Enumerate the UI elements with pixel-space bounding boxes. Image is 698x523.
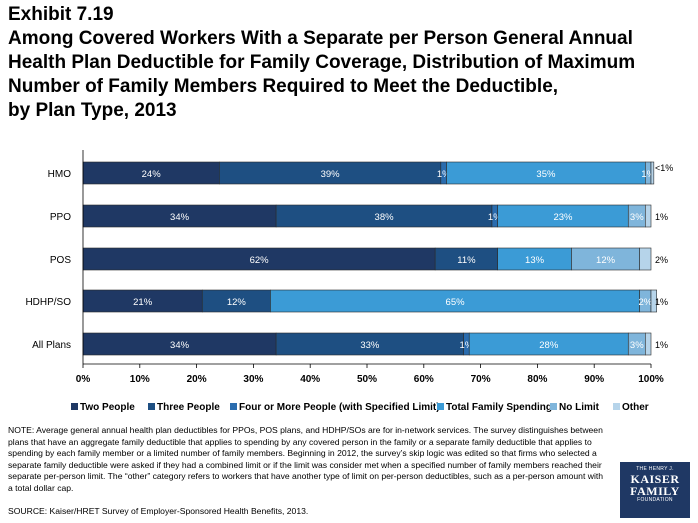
legend-swatch (230, 403, 237, 410)
data-label: 12% (596, 255, 616, 266)
x-tick-label: 50% (357, 374, 377, 385)
x-tick-label: 20% (187, 374, 207, 385)
title-line-1: Among Covered Workers With a Separate pe… (8, 28, 633, 49)
data-label: 2% (638, 297, 652, 308)
title-line-2: Health Plan Deductible for Family Covera… (8, 52, 636, 73)
legend-label: Two People (80, 402, 135, 413)
category-label: HMO (48, 169, 72, 180)
right-data-label: 1% (655, 340, 668, 350)
x-tick-label: 30% (243, 374, 263, 385)
right-data-label: 1% (655, 212, 668, 222)
title-line-4: by Plan Type, 2013 (8, 100, 177, 121)
data-label: 39% (321, 169, 341, 180)
data-label: 1% (437, 169, 451, 180)
legend-swatch (71, 403, 78, 410)
legend-label: Other (622, 402, 649, 413)
data-label: 33% (360, 340, 380, 351)
legend-label: Three People (157, 402, 220, 413)
logo-line-2: FAMILY (630, 484, 680, 498)
legend-label: No Limit (559, 402, 600, 413)
source-note: SOURCE: Kaiser/HRET Survey of Employer-S… (8, 506, 309, 516)
category-label: HDHP/SO (25, 297, 71, 308)
data-label: 12% (227, 297, 247, 308)
exhibit-number: Exhibit 7.19 (8, 4, 114, 25)
data-label: 38% (375, 212, 395, 223)
x-tick-label: 100% (638, 374, 664, 385)
legend-label: Four or More People (with Specified Limi… (239, 402, 440, 413)
data-label: 13% (525, 255, 545, 266)
x-tick-label: 80% (527, 374, 547, 385)
data-label: 1% (641, 169, 655, 180)
x-tick-label: 10% (130, 374, 150, 385)
category-label: POS (50, 255, 71, 266)
category-label: PPO (50, 212, 71, 223)
logo-bottom-text: FOUNDATION (637, 497, 673, 503)
x-tick-label: 90% (584, 374, 604, 385)
footnote: NOTE: Average general annual health plan… (8, 425, 604, 493)
bar-segment (639, 247, 652, 271)
data-label: 34% (170, 212, 190, 223)
logo-top-text: THE HENRY J. (636, 466, 674, 472)
x-tick-label: 70% (471, 374, 491, 385)
data-label: 28% (539, 340, 559, 351)
x-tick-label: 0% (76, 374, 91, 385)
x-tick-label: 60% (414, 374, 434, 385)
chart-title: Exhibit 7.19 Among Covered Workers With … (8, 3, 693, 123)
kaiser-family-foundation-logo: THE HENRY J. KAISER FAMILY FOUNDATION (620, 462, 690, 518)
right-data-label: <1% (655, 163, 673, 173)
data-label: 62% (250, 255, 270, 266)
data-label: 35% (536, 169, 556, 180)
bar-segment (645, 204, 652, 228)
data-label: 65% (446, 297, 466, 308)
bar-segment (650, 161, 655, 185)
legend-swatch (437, 403, 444, 410)
stacked-bar-chart: HMO 24% 39% 1% 35% 1%<1%PPO 34% 38% 1% 23% 3% 1%POS… (25, 150, 673, 413)
legend-swatch (550, 403, 557, 410)
data-label: 11% (457, 255, 476, 266)
right-data-label: 2% (655, 255, 668, 265)
legend-label: Total Family Spending (446, 402, 552, 413)
legend-swatch (613, 403, 620, 410)
bar-segment (645, 332, 652, 356)
data-label: 34% (170, 340, 190, 351)
data-label: 1% (488, 212, 502, 223)
data-label: 3% (630, 212, 644, 223)
data-label: 3% (630, 340, 644, 351)
legend-swatch (148, 403, 155, 410)
data-label: 24% (142, 169, 162, 180)
bar-segment (650, 289, 657, 313)
data-label: 23% (553, 212, 573, 223)
title-line-3: Number of Family Members Required to Mee… (8, 76, 559, 97)
right-data-label: 1% (655, 297, 668, 307)
data-label: 1% (460, 340, 474, 351)
logo-line-1: KAISER (630, 472, 680, 486)
data-label: 21% (133, 297, 153, 308)
x-tick-label: 40% (300, 374, 320, 385)
category-label: All Plans (32, 340, 71, 351)
